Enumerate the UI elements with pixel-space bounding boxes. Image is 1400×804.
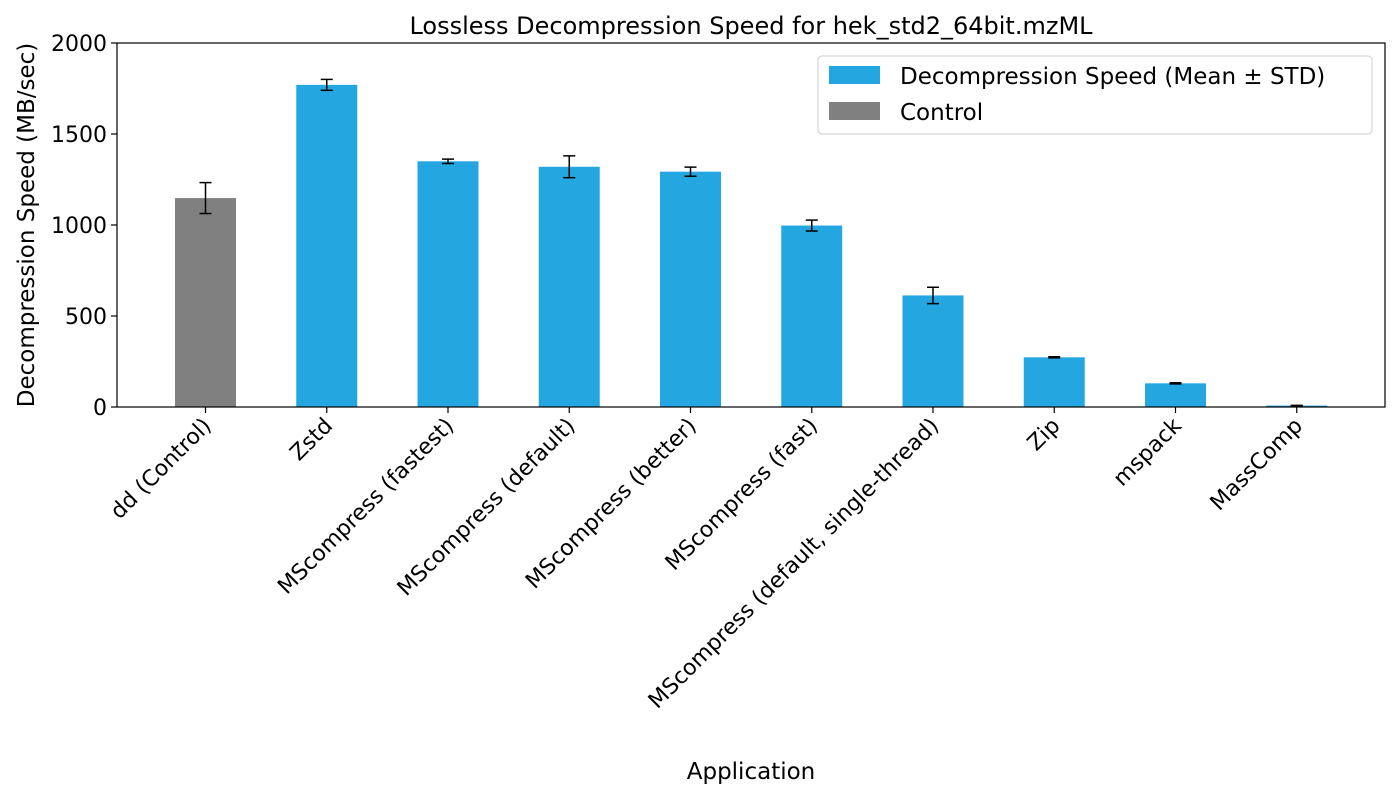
legend-swatch-control [829, 102, 880, 120]
bar-dd-control [175, 198, 236, 407]
y-tick-label: 1000 [51, 214, 107, 239]
legend-swatch-decompression-speed [829, 66, 880, 84]
error-bar-zip [1048, 357, 1060, 358]
x-axis-label: Application [687, 759, 816, 785]
bar-mspack [1145, 383, 1206, 407]
chart-title: Lossless Decompression Speed for hek_std… [409, 12, 1093, 40]
y-tick-label: 1500 [51, 123, 107, 148]
legend-label-control: Control [900, 100, 983, 126]
bar-mscompress-better [660, 172, 721, 407]
bar-mscompress-fastest [418, 161, 479, 407]
y-axis: 0 500 1000 1500 2000 [51, 32, 117, 421]
y-tick-label: 2000 [51, 32, 107, 57]
bar-mscompress-default [539, 167, 600, 407]
bar-mscompress-fast [781, 226, 842, 407]
y-axis-label: Decompression Speed (MB/sec) [14, 43, 40, 408]
x-tick-label: mspack [1109, 413, 1187, 491]
bar-mscompress-default-single-thread [903, 295, 964, 407]
bar-zip [1024, 357, 1085, 407]
x-tick-label: Zip [1023, 414, 1066, 457]
bar-zstd [296, 85, 357, 407]
legend: Decompression Speed (Mean ± STD) Control [818, 56, 1372, 134]
x-tick-label: dd (Control) [106, 414, 217, 525]
error-bar-mspack [1170, 383, 1182, 384]
x-tick-label: MassComp [1206, 414, 1308, 516]
error-bar-mscompress-fastest [442, 159, 454, 163]
legend-label-decompression-speed: Decompression Speed (Mean ± STD) [900, 64, 1325, 90]
x-tick-label: Zstd [286, 414, 338, 466]
y-tick-label: 0 [93, 396, 107, 421]
y-tick-label: 500 [65, 305, 107, 330]
